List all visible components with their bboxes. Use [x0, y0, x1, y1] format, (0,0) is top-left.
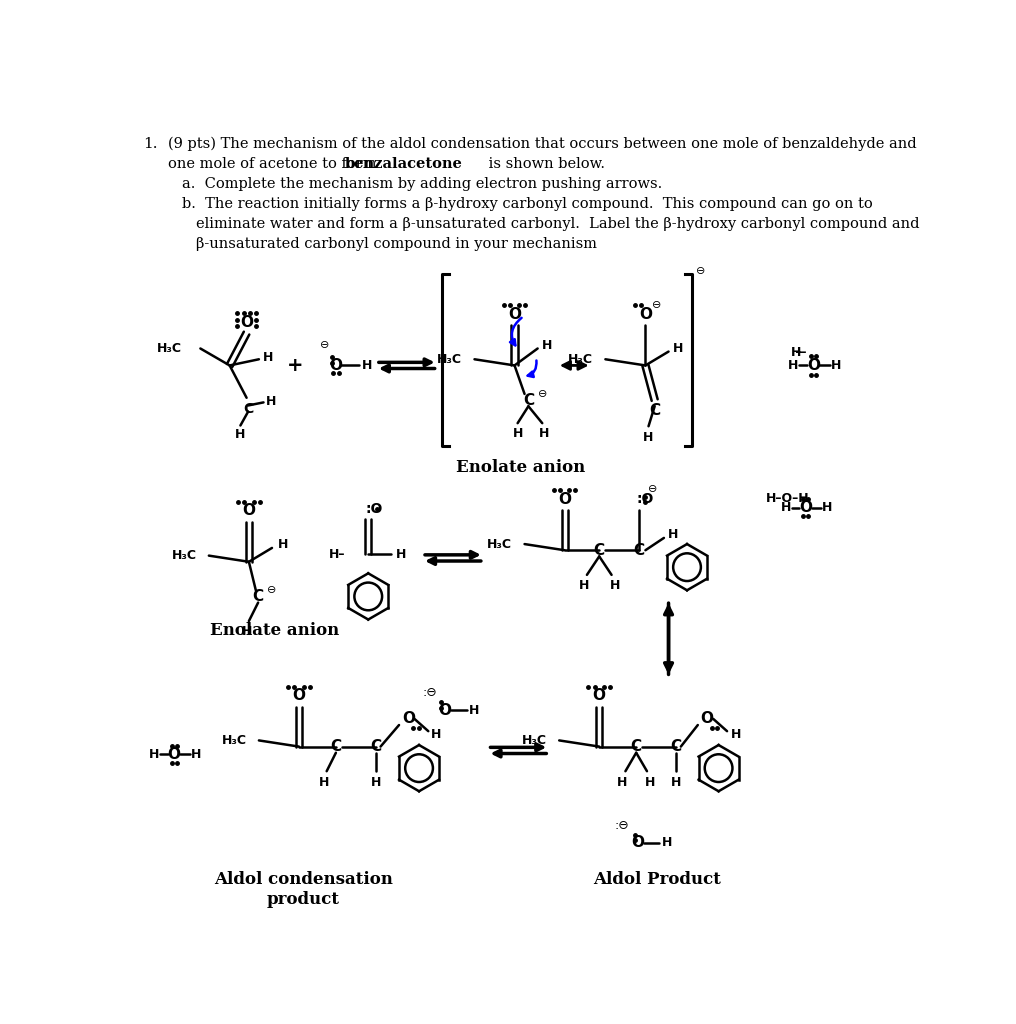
Text: H: H — [610, 580, 620, 592]
Text: H: H — [538, 427, 549, 440]
Text: H: H — [191, 748, 201, 761]
Text: H: H — [318, 775, 329, 788]
Text: C: C — [593, 543, 605, 558]
Text: a.  Complete the mechanism by adding electron pushing arrows.: a. Complete the mechanism by adding elec… — [182, 177, 662, 190]
Text: H: H — [149, 748, 160, 761]
Text: Aldol Product: Aldol Product — [593, 871, 721, 889]
Text: H: H — [542, 339, 552, 352]
Text: β-unsaturated carbonyl compound in your mechanism: β-unsaturated carbonyl compound in your … — [196, 237, 596, 251]
Text: O: O — [701, 712, 713, 726]
Text: H: H — [371, 775, 381, 788]
Text: H–O–H: H–O–H — [766, 493, 810, 505]
Text: H: H — [362, 359, 372, 372]
Text: H: H — [671, 775, 682, 788]
Text: O: O — [293, 688, 306, 703]
Text: H: H — [617, 775, 628, 788]
Text: H: H — [673, 342, 683, 355]
Text: H₃C: H₃C — [172, 549, 196, 562]
Text: H₃C: H₃C — [488, 538, 512, 551]
Text: H: H — [780, 502, 790, 514]
Text: O: O — [329, 358, 342, 373]
Text: C: C — [671, 739, 682, 754]
Text: H: H — [645, 775, 655, 788]
Text: H: H — [579, 580, 589, 592]
Text: H: H — [732, 728, 742, 740]
Text: H: H — [431, 728, 441, 740]
Text: O: O — [243, 504, 255, 518]
Text: O: O — [639, 307, 652, 323]
Text: +: + — [287, 356, 304, 375]
Text: C: C — [649, 403, 660, 419]
Text: eliminate water and form a β-unsaturated carbonyl.  Label the β-hydroxy carbonyl: eliminate water and form a β-unsaturated… — [196, 217, 919, 230]
Text: H: H — [831, 359, 841, 372]
Text: H: H — [266, 395, 276, 409]
Text: C: C — [634, 543, 645, 558]
Text: O: O — [592, 688, 606, 703]
Text: H: H — [277, 539, 288, 551]
Text: O: O — [240, 314, 253, 330]
Text: H₃C: H₃C — [568, 353, 593, 366]
Text: ⊖: ⊖ — [320, 340, 329, 349]
Text: one mole of acetone to form: one mole of acetone to form — [168, 157, 381, 171]
Text: O: O — [508, 307, 521, 323]
Text: H–: H– — [329, 548, 345, 560]
Text: O: O — [558, 492, 571, 507]
Text: C: C — [253, 589, 264, 604]
Text: H: H — [822, 502, 832, 514]
Text: H–̶: H–̶ — [791, 346, 808, 358]
Text: H: H — [661, 837, 673, 849]
Text: H: H — [512, 427, 523, 440]
Text: :O: :O — [365, 502, 383, 516]
Text: ⊖: ⊖ — [651, 300, 660, 310]
Text: ⊖: ⊖ — [267, 586, 276, 595]
Text: H: H — [469, 703, 480, 717]
Text: O: O — [401, 712, 415, 726]
Text: H: H — [396, 548, 406, 560]
Text: (9 pts) The mechanism of the aldol condensation that occurs between one mole of : (9 pts) The mechanism of the aldol conde… — [168, 137, 916, 152]
Text: O: O — [807, 358, 820, 373]
Text: H: H — [643, 430, 653, 443]
Text: O: O — [168, 746, 181, 762]
Text: Enolate anion: Enolate anion — [210, 622, 339, 639]
Text: :O: :O — [636, 493, 653, 507]
Text: O: O — [631, 836, 644, 850]
Text: H: H — [236, 428, 246, 441]
Text: H₃C: H₃C — [437, 353, 462, 366]
Text: :⊖: :⊖ — [615, 818, 630, 831]
Text: H: H — [668, 528, 679, 542]
Text: H₃C: H₃C — [221, 734, 247, 746]
Text: H₃C: H₃C — [522, 734, 547, 746]
Text: H: H — [242, 626, 253, 638]
Text: C: C — [631, 739, 642, 754]
Text: Enolate anion: Enolate anion — [456, 459, 585, 475]
Text: C: C — [243, 401, 253, 416]
Text: Aldol condensation
product: Aldol condensation product — [214, 871, 393, 908]
Text: C: C — [330, 739, 341, 754]
Text: is shown below.: is shown below. — [484, 157, 605, 171]
Text: C: C — [523, 392, 534, 408]
Text: ⊖: ⊖ — [696, 265, 705, 275]
Text: ⊖: ⊖ — [537, 389, 547, 399]
Text: ⊖: ⊖ — [648, 483, 657, 494]
Text: O: O — [439, 702, 452, 718]
Text: H: H — [788, 359, 799, 372]
Text: benzalacetone: benzalacetone — [345, 157, 463, 171]
Text: H: H — [263, 351, 273, 365]
Text: :⊖: :⊖ — [423, 686, 437, 699]
Text: 1.: 1. — [143, 137, 157, 151]
Text: b.  The reaction initially forms a β-hydroxy carbonyl compound.  This compound c: b. The reaction initially forms a β-hydr… — [182, 197, 873, 211]
Text: H₃C: H₃C — [156, 342, 182, 355]
Text: O: O — [800, 501, 812, 515]
Text: C: C — [371, 739, 381, 754]
